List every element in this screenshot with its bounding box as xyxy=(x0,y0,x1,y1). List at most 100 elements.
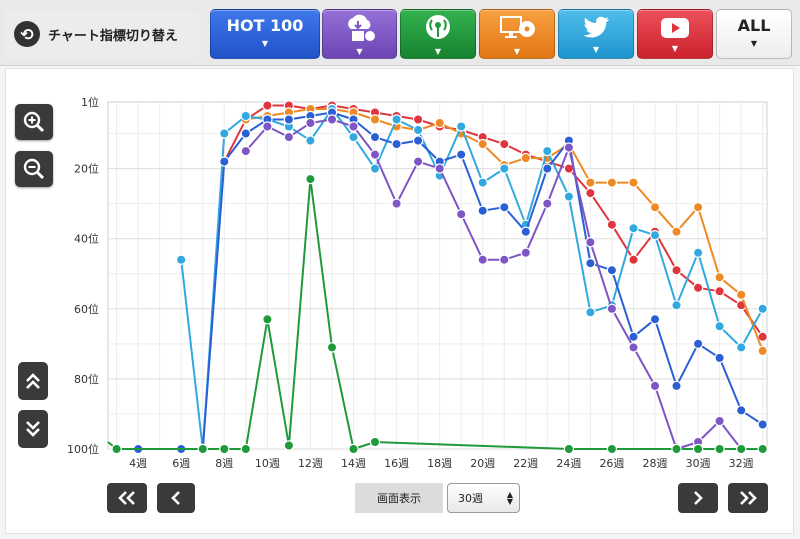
disc-sales-icon xyxy=(500,15,535,38)
data-point xyxy=(563,191,575,202)
weeks-select[interactable]: 30週 ▲ ▼ xyxy=(447,483,520,513)
data-point xyxy=(671,380,682,392)
series-line xyxy=(116,111,764,450)
data-point xyxy=(391,138,402,150)
data-point xyxy=(736,405,747,416)
x-tick-label: 20週 xyxy=(470,457,495,470)
data-point xyxy=(585,236,596,248)
y-tick-label: 100位 xyxy=(67,442,99,456)
tab-download[interactable]: ▼ xyxy=(322,9,397,59)
data-point xyxy=(628,331,639,342)
next-button[interactable] xyxy=(678,483,718,513)
data-point xyxy=(520,152,532,164)
data-point xyxy=(520,247,532,258)
x-tick-label: 18週 xyxy=(427,457,452,470)
data-point xyxy=(348,121,359,132)
data-point xyxy=(649,314,661,325)
data-point xyxy=(563,443,575,455)
data-point xyxy=(692,443,704,455)
data-point xyxy=(240,145,251,157)
data-point xyxy=(499,254,510,265)
data-point xyxy=(477,254,488,265)
chevron-down-icon: ▼ xyxy=(671,43,679,53)
tab-hot100[interactable]: HOT 100 ▼ xyxy=(210,9,320,59)
select-arrows-icon: ▲ ▼ xyxy=(506,490,513,506)
tab-youtube[interactable]: ▼ xyxy=(637,9,713,59)
data-point xyxy=(262,100,273,111)
tab-radio[interactable]: ▼ xyxy=(400,9,476,59)
data-point xyxy=(434,117,445,129)
chart-switch-text: チャート指標切り替え xyxy=(48,28,178,44)
chevron-down-icon: ▼ xyxy=(513,46,521,56)
data-point xyxy=(262,314,273,325)
chart-indicator-toolbar: ⟲ チャート指標切り替え HOT 100 ▼ ▼ ▼ xyxy=(0,0,800,66)
zoom-in-button[interactable] xyxy=(15,104,53,140)
data-point xyxy=(585,187,596,199)
data-point xyxy=(628,254,639,265)
data-point xyxy=(714,272,725,283)
data-point xyxy=(671,443,682,455)
data-point xyxy=(369,114,381,125)
data-point xyxy=(606,303,618,314)
data-point xyxy=(326,114,338,125)
data-point xyxy=(757,419,768,430)
data-point xyxy=(348,131,359,143)
tab-all[interactable]: ALL ▼ xyxy=(716,9,792,59)
data-point xyxy=(692,282,704,293)
data-point xyxy=(606,443,618,455)
scroll-up-button[interactable] xyxy=(18,362,48,400)
x-tick-label: 6週 xyxy=(172,457,190,470)
data-point xyxy=(714,286,725,297)
data-point xyxy=(369,149,381,160)
weeks-select-value: 30週 xyxy=(458,492,483,505)
zoom-out-button[interactable] xyxy=(15,151,53,187)
y-tick-label: 40位 xyxy=(74,232,99,246)
data-point xyxy=(542,145,553,157)
double-chevron-down-icon xyxy=(26,421,40,437)
x-tick-label: 10週 xyxy=(255,457,280,470)
data-point xyxy=(412,124,424,136)
y-tick-label: 80位 xyxy=(74,372,99,386)
data-point xyxy=(714,352,725,364)
data-point xyxy=(714,321,725,332)
data-point xyxy=(757,303,768,314)
x-tick-label: 30週 xyxy=(686,457,711,470)
data-point xyxy=(520,226,532,237)
y-tick-label: 60位 xyxy=(74,302,99,316)
chart-switch-label[interactable]: ⟲ チャート指標切り替え xyxy=(4,10,200,58)
chart-series xyxy=(107,100,768,455)
first-page-button[interactable] xyxy=(107,483,147,513)
tab-physical[interactable]: ▼ xyxy=(479,9,555,59)
data-point xyxy=(757,345,768,357)
radio-antenna-icon xyxy=(426,14,450,39)
data-point xyxy=(369,131,381,143)
last-page-button[interactable] xyxy=(728,483,768,513)
data-point xyxy=(283,114,295,125)
cloud-download-icon xyxy=(347,14,375,41)
data-point xyxy=(671,265,682,276)
data-point xyxy=(305,135,316,146)
data-point xyxy=(197,443,208,455)
y-tick-label: 20位 xyxy=(74,162,99,176)
zoom-out-icon xyxy=(23,158,45,180)
data-point xyxy=(391,198,402,209)
zoom-in-icon xyxy=(23,111,45,133)
data-point xyxy=(456,208,467,220)
display-range-label: 画面表示 xyxy=(355,483,443,513)
data-point xyxy=(219,156,230,167)
data-point xyxy=(477,177,488,188)
data-point xyxy=(391,114,402,125)
tab-all-label: ALL xyxy=(737,15,771,35)
data-point xyxy=(369,436,381,448)
data-point xyxy=(240,128,251,139)
data-point xyxy=(736,289,747,300)
previous-button[interactable] xyxy=(157,483,195,513)
data-point xyxy=(499,163,510,174)
y-axis-labels: 1位 20位 40位 60位 80位 100位 xyxy=(67,95,99,456)
tab-twitter[interactable]: ▼ xyxy=(558,9,634,59)
data-point xyxy=(736,443,747,455)
x-tick-label: 4週 xyxy=(129,457,147,470)
scroll-down-button[interactable] xyxy=(18,410,48,448)
data-point xyxy=(649,201,661,213)
y-tick-label: 1位 xyxy=(81,95,99,109)
